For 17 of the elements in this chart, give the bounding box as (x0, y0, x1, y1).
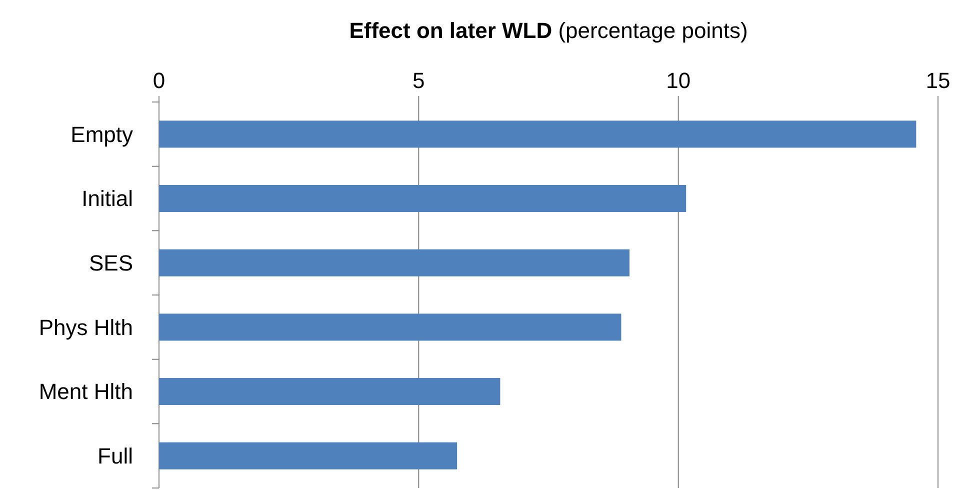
x-tick-label: 10 (666, 68, 691, 93)
bar (159, 249, 630, 276)
y-tick-label: SES (88, 250, 133, 276)
bar (159, 378, 500, 406)
y-tick-label: Initial (82, 186, 133, 212)
x-tick-label: 5 (412, 68, 425, 93)
y-tick-label: Ment Hlth (38, 379, 133, 404)
bar (159, 184, 686, 212)
x-tick-label: 0 (152, 68, 166, 93)
y-tick-label: Empty (70, 122, 133, 147)
x-axis-title: Effect on later WLD (percentage points) (349, 18, 748, 43)
x-tick-label: 15 (926, 68, 950, 93)
y-tick-label: Phys Hlth (38, 314, 133, 340)
y-tick-label: Full (98, 444, 133, 469)
bar (159, 120, 916, 148)
bar (159, 314, 622, 341)
bar (159, 442, 458, 470)
